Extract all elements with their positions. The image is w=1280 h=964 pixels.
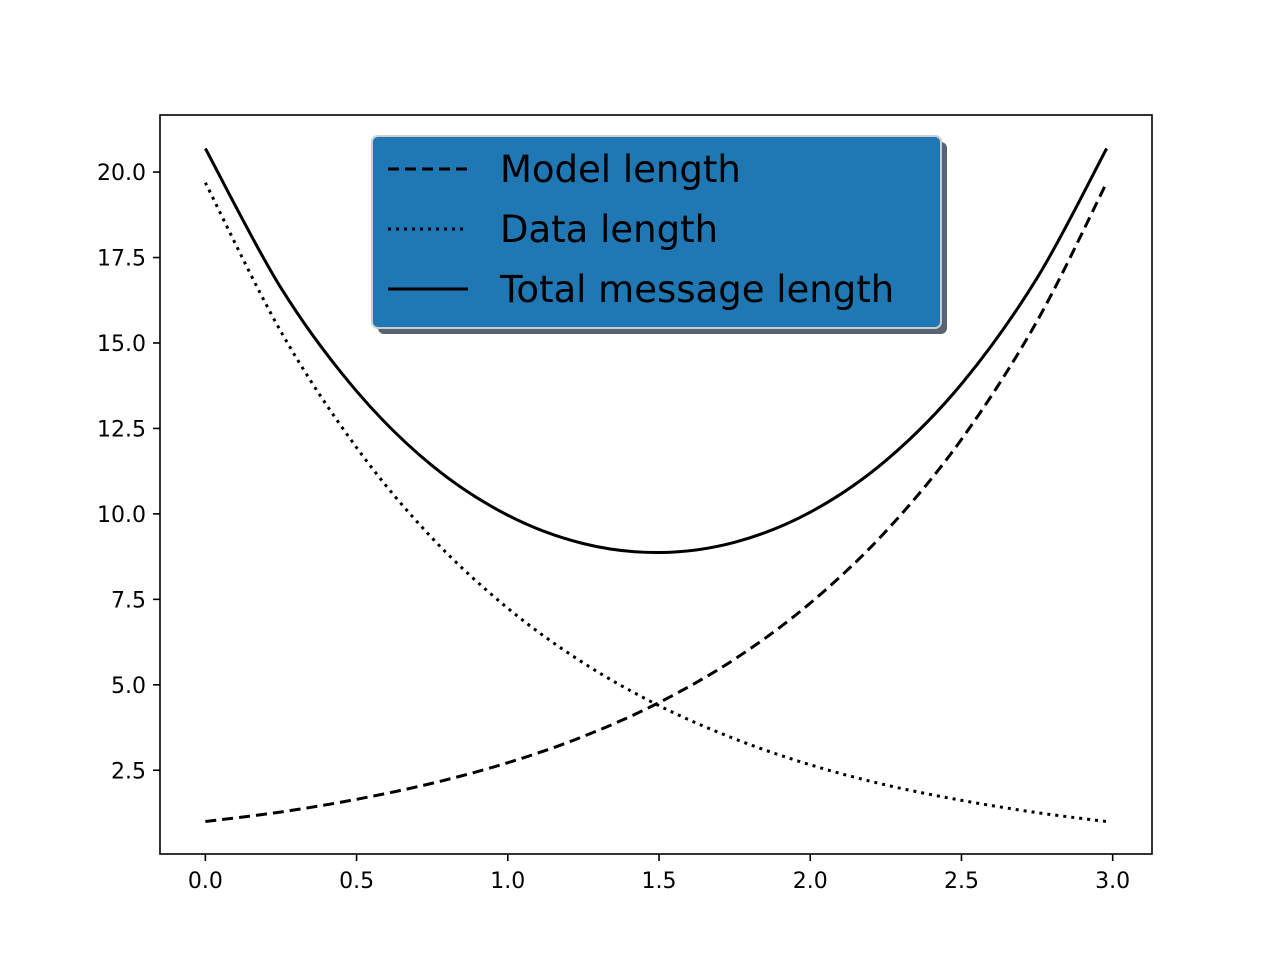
x-tick-label: 1.0 <box>490 869 525 894</box>
series-line-model-length <box>205 182 1108 824</box>
x-tick-label: 0.5 <box>339 869 374 894</box>
legend: Model length Data length Total message len… <box>371 135 947 334</box>
legend-label-data-length: Data length <box>500 208 718 251</box>
y-axis: 2.5 5.0 7.5 10.0 12.5 15.0 17.5 20.0 <box>97 161 160 784</box>
x-tick-label: 2.5 <box>944 869 979 894</box>
x-axis: 0.0 0.5 1.0 1.5 2.0 2.5 3.0 <box>188 854 1130 894</box>
y-tick-label: 7.5 <box>111 588 146 613</box>
series-line-data-length <box>204 182 1107 824</box>
x-tick-label: 0.0 <box>188 869 223 894</box>
legend-box <box>371 135 942 329</box>
series-line-total-message-length <box>204 147 1108 555</box>
legend-label-model-length: Model length <box>500 148 741 191</box>
plot-frame <box>159 114 1153 855</box>
x-tick-label: 1.5 <box>642 869 677 894</box>
y-tick-label: 12.5 <box>97 417 146 442</box>
y-tick-label: 5.0 <box>111 674 146 699</box>
legend-label-total-message-length: Total message length <box>499 268 894 311</box>
y-tick-label: 15.0 <box>97 332 146 357</box>
x-tick-label: 3.0 <box>1095 869 1130 894</box>
y-tick-label: 2.5 <box>111 759 146 784</box>
x-tick-label: 2.0 <box>793 869 828 894</box>
y-tick-label: 10.0 <box>97 503 146 528</box>
y-tick-label: 20.0 <box>97 161 146 186</box>
series-layer <box>204 147 1108 824</box>
y-tick-label: 17.5 <box>97 247 146 272</box>
